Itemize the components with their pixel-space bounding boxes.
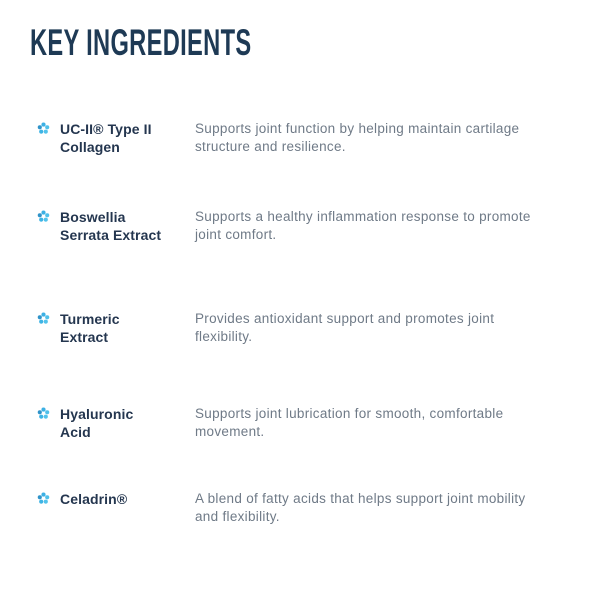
molecule-dots-icon — [30, 490, 60, 505]
ingredient-row: Turmeric Extract Provides antioxidant su… — [30, 310, 570, 346]
ingredient-description: Supports joint lubrication for smooth, c… — [195, 406, 504, 439]
ingredient-name: Celadrin® — [60, 491, 128, 507]
ingredient-row: Hyaluronic Acid Supports joint lubricati… — [30, 405, 570, 441]
ingredient-name: UC-II® Type II Collagen — [60, 121, 152, 155]
ingredient-description: A blend of fatty acids that helps suppor… — [195, 491, 526, 524]
molecule-dots-icon — [30, 120, 60, 135]
ingredient-description: Provides antioxidant support and promote… — [195, 311, 495, 344]
page-title: KEY INGREDIENTS — [30, 22, 252, 63]
molecule-dots-icon — [30, 405, 60, 420]
ingredient-description: Supports a healthy inflammation response… — [195, 209, 531, 242]
ingredient-name: Hyaluronic Acid — [60, 406, 134, 440]
ingredient-name: Turmeric Extract — [60, 311, 120, 345]
ingredient-name: Boswellia Serrata Extract — [60, 209, 162, 243]
molecule-dots-icon — [30, 310, 60, 325]
ingredient-row: Celadrin® A blend of fatty acids that he… — [30, 490, 570, 525]
ingredient-description: Supports joint function by helping maint… — [195, 121, 520, 154]
ingredient-row: Boswellia Serrata Extract Supports a hea… — [30, 208, 570, 244]
molecule-dots-icon — [30, 208, 60, 223]
ingredient-row: UC-II® Type II Collagen Supports joint f… — [30, 120, 570, 156]
